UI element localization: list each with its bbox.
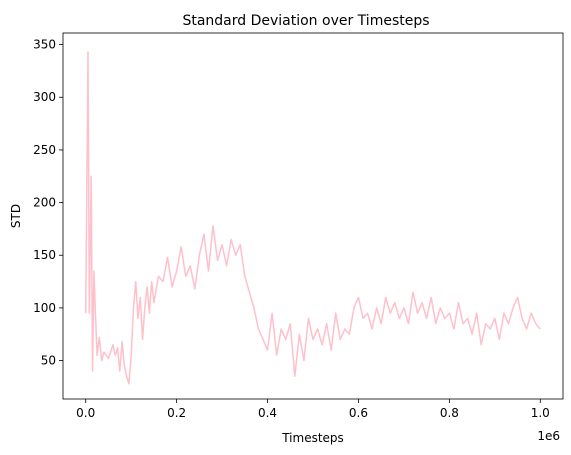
series-line-0	[84, 51, 541, 385]
y-tick-label: 200	[33, 196, 56, 210]
x-tick-label: 0.2	[167, 406, 186, 420]
x-axis: 0.0 0.2 0.4 0.6 0.8 1.0	[76, 399, 550, 420]
x-tick-label: 0.8	[440, 406, 459, 420]
x-tick-label: 0.6	[349, 406, 368, 420]
y-tick-label: 300	[33, 90, 56, 104]
x-tick-label: 1.0	[531, 406, 550, 420]
x-tick-label: 0.4	[258, 406, 277, 420]
x-axis-label: Timesteps	[281, 431, 344, 445]
plot-area	[84, 51, 541, 385]
y-axis-label: STD	[9, 204, 23, 228]
chart-title: Standard Deviation over Timesteps	[182, 13, 429, 29]
y-tick-label: 100	[33, 301, 56, 315]
y-axis: 50 100 150 200 250 300 350	[33, 38, 63, 368]
y-tick-label: 350	[33, 38, 56, 52]
x-axis-scale-label: 1e6	[537, 429, 560, 443]
y-tick-label: 50	[41, 354, 56, 368]
plot-frame	[62, 32, 564, 400]
x-tick-label: 0.0	[76, 406, 95, 420]
y-tick-label: 250	[33, 143, 56, 157]
y-tick-label: 150	[33, 248, 56, 262]
